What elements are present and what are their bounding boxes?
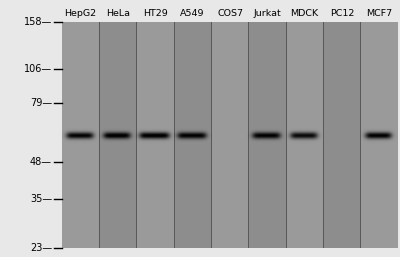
Text: 48—: 48— [30, 157, 52, 167]
Text: 106—: 106— [24, 64, 52, 74]
Text: COS7: COS7 [217, 9, 243, 18]
Text: HepG2: HepG2 [65, 9, 97, 18]
Text: MDCK: MDCK [291, 9, 319, 18]
Text: MCF7: MCF7 [366, 9, 392, 18]
Text: HeLa: HeLa [106, 9, 130, 18]
Text: Jurkat: Jurkat [254, 9, 281, 18]
Text: A549: A549 [180, 9, 205, 18]
Text: PC12: PC12 [330, 9, 354, 18]
Text: 158—: 158— [24, 17, 52, 27]
Text: 79—: 79— [30, 98, 52, 108]
Text: 23—: 23— [30, 243, 52, 253]
Text: 35—: 35— [30, 194, 52, 204]
Text: HT29: HT29 [143, 9, 168, 18]
